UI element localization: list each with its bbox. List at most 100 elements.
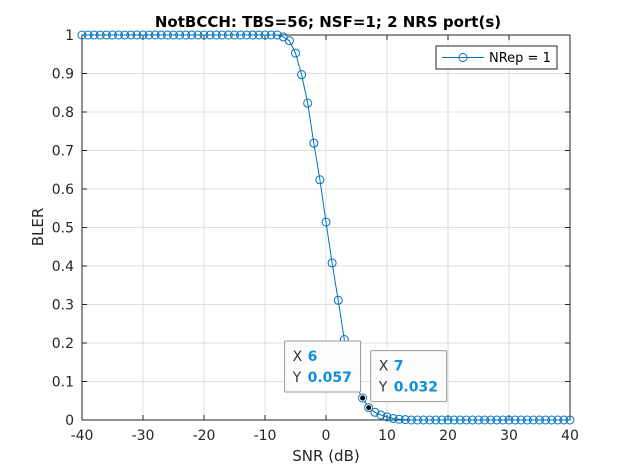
data-point[interactable] bbox=[120, 30, 130, 40]
data-point[interactable] bbox=[559, 415, 569, 425]
data-point[interactable] bbox=[144, 30, 154, 40]
data-point[interactable] bbox=[260, 30, 270, 40]
data-point[interactable] bbox=[223, 30, 233, 40]
data-point[interactable] bbox=[443, 415, 453, 425]
data-point[interactable] bbox=[461, 415, 471, 425]
data-point[interactable] bbox=[230, 30, 239, 40]
data-point[interactable] bbox=[266, 30, 276, 40]
data-point[interactable] bbox=[272, 30, 282, 40]
data-point[interactable] bbox=[504, 415, 514, 425]
data-point[interactable] bbox=[553, 415, 563, 425]
data-point[interactable] bbox=[437, 415, 447, 425]
x-tick-label: 40 bbox=[561, 428, 579, 444]
datatip[interactable]: X 7Y 0.032 bbox=[365, 350, 448, 412]
data-point[interactable] bbox=[400, 415, 410, 425]
data-point[interactable] bbox=[370, 407, 380, 417]
data-point[interactable] bbox=[199, 30, 209, 40]
data-point[interactable] bbox=[138, 30, 148, 40]
data-point[interactable] bbox=[187, 30, 197, 40]
data-point[interactable] bbox=[467, 415, 477, 425]
data-point[interactable] bbox=[83, 30, 93, 40]
y-tick-label: 0.4 bbox=[52, 259, 74, 275]
data-point[interactable] bbox=[510, 415, 520, 425]
data-point[interactable] bbox=[175, 30, 185, 40]
data-point[interactable] bbox=[516, 415, 526, 425]
data-point[interactable] bbox=[528, 415, 538, 425]
data-point[interactable] bbox=[303, 98, 313, 108]
data-point[interactable] bbox=[126, 30, 136, 40]
datatip-x-key: X bbox=[293, 349, 303, 365]
data-point[interactable] bbox=[193, 30, 203, 40]
x-tick-label: 10 bbox=[378, 428, 396, 444]
data-point[interactable] bbox=[406, 415, 416, 425]
data-point[interactable] bbox=[248, 30, 258, 40]
datatip-y-value: 0.057 bbox=[308, 370, 352, 386]
y-tick-label: 1 bbox=[65, 28, 74, 44]
axis-ticks: -40 -30 -20 -10 0 10 20 30 40 0 0.1 0.2 0.3 0.4 0.5 0.6… bbox=[52, 28, 579, 444]
data-point[interactable] bbox=[108, 30, 117, 40]
data-point[interactable] bbox=[535, 415, 544, 425]
data-point[interactable] bbox=[492, 415, 502, 425]
data-point[interactable] bbox=[114, 30, 124, 40]
data-point[interactable] bbox=[394, 414, 404, 424]
data-point[interactable] bbox=[449, 415, 459, 425]
data-point[interactable] bbox=[419, 415, 429, 425]
data-point[interactable] bbox=[162, 30, 172, 40]
data-point[interactable] bbox=[498, 415, 508, 425]
data-point[interactable] bbox=[333, 295, 343, 305]
legend[interactable]: NRep = 1 bbox=[435, 45, 558, 70]
data-point[interactable] bbox=[480, 415, 490, 425]
datatip-x-value: 6 bbox=[308, 349, 318, 365]
data-point[interactable] bbox=[77, 30, 87, 40]
data-point[interactable] bbox=[309, 138, 319, 148]
y-tick-label: 0.1 bbox=[52, 375, 74, 391]
y-tick-label: 0.6 bbox=[52, 182, 74, 198]
datatip-y-key: Y bbox=[378, 380, 388, 396]
data-point[interactable] bbox=[376, 410, 386, 420]
data-point[interactable] bbox=[455, 415, 465, 425]
data-point[interactable] bbox=[217, 30, 227, 40]
y-tick-label: 0.5 bbox=[52, 221, 74, 237]
data-point[interactable] bbox=[474, 415, 483, 425]
datatip-anchor bbox=[365, 404, 373, 412]
chart-title: NotBCCH: TBS=56; NSF=1; 2 NRS port(s) bbox=[155, 13, 501, 31]
datatip-anchor bbox=[359, 394, 367, 402]
data-point[interactable] bbox=[156, 30, 166, 40]
data-point[interactable] bbox=[101, 30, 111, 40]
data-point[interactable] bbox=[211, 30, 221, 40]
x-tick-label: 20 bbox=[439, 428, 457, 444]
datatip[interactable]: X 6Y 0.057 bbox=[284, 340, 367, 402]
data-point[interactable] bbox=[431, 415, 441, 425]
data-point[interactable] bbox=[358, 393, 368, 403]
data-point[interactable] bbox=[486, 415, 496, 425]
data-point[interactable] bbox=[413, 415, 422, 425]
data-point[interactable] bbox=[150, 30, 160, 40]
data-point[interactable] bbox=[522, 415, 532, 425]
data-point[interactable] bbox=[547, 415, 557, 425]
data-point[interactable] bbox=[291, 48, 300, 58]
data-point[interactable] bbox=[364, 403, 374, 413]
data-point[interactable] bbox=[89, 30, 99, 40]
data-point[interactable] bbox=[242, 30, 252, 40]
x-tick-label: -30 bbox=[132, 428, 155, 444]
x-tick-label: -40 bbox=[71, 428, 94, 444]
data-point[interactable] bbox=[425, 415, 435, 425]
data-point[interactable] bbox=[541, 415, 551, 425]
data-point[interactable] bbox=[169, 30, 178, 40]
data-point[interactable] bbox=[132, 30, 142, 40]
data-point[interactable] bbox=[382, 412, 392, 422]
data-point[interactable] bbox=[297, 70, 307, 80]
datatip-y-value: 0.032 bbox=[394, 380, 438, 396]
data-point[interactable] bbox=[181, 30, 191, 40]
data-point[interactable] bbox=[284, 36, 294, 46]
data-point[interactable] bbox=[95, 30, 105, 40]
data-point[interactable] bbox=[205, 30, 215, 40]
data-point[interactable] bbox=[327, 258, 337, 268]
data-point[interactable] bbox=[254, 30, 264, 40]
data-point[interactable] bbox=[388, 413, 398, 423]
data-point[interactable] bbox=[565, 415, 575, 425]
data-point[interactable] bbox=[321, 217, 331, 227]
data-point[interactable] bbox=[236, 30, 246, 40]
legend-marker bbox=[458, 53, 468, 62]
data-point[interactable] bbox=[315, 175, 325, 185]
